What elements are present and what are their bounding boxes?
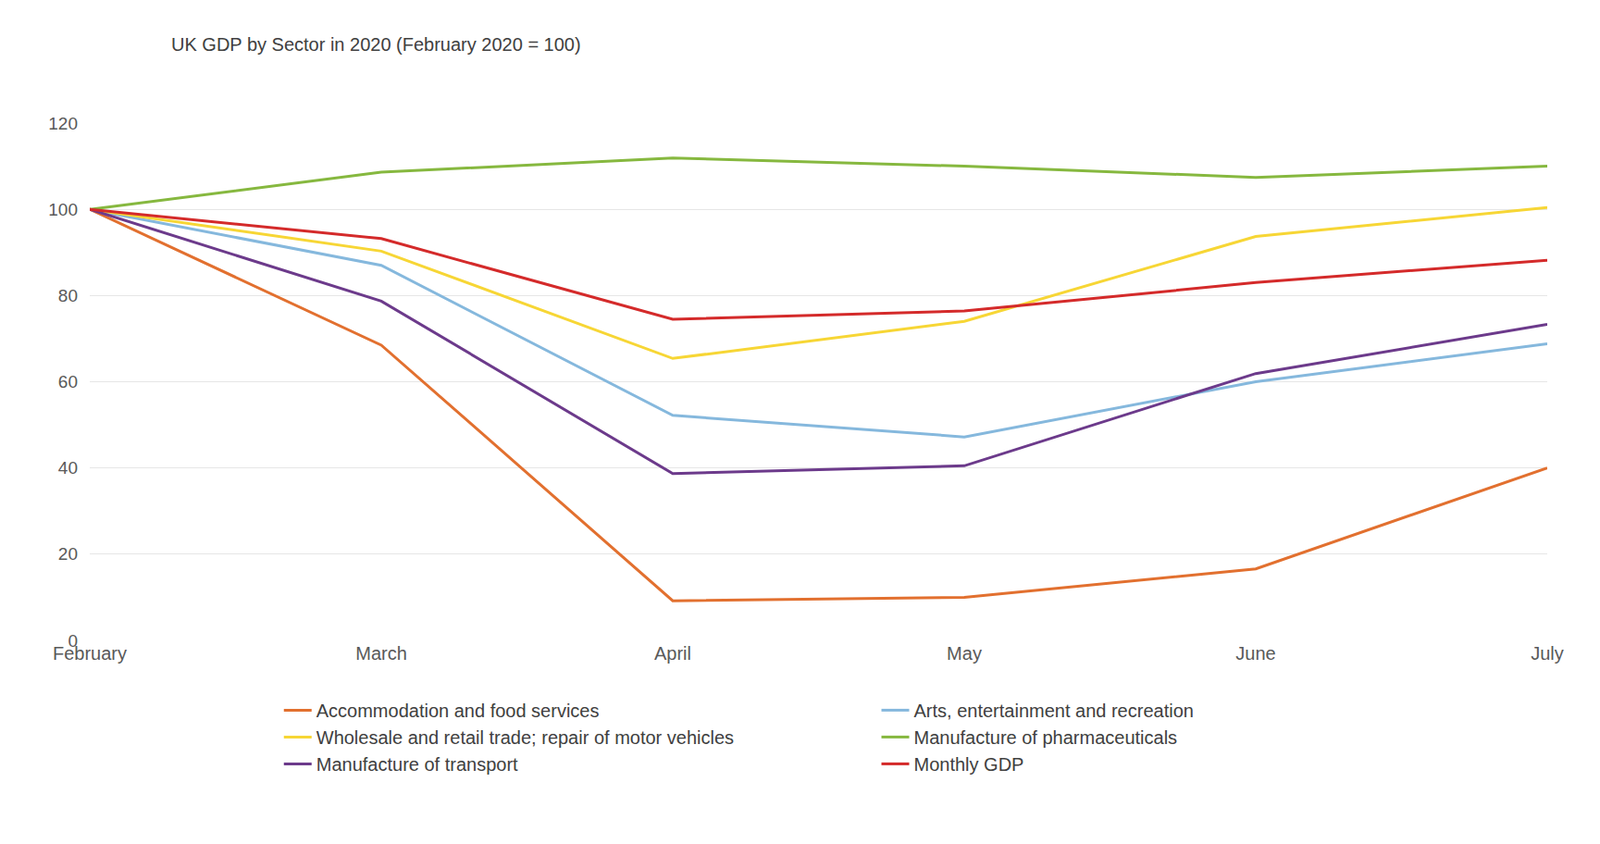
svg-text:March: March [355, 643, 408, 664]
svg-text:May: May [946, 643, 982, 664]
svg-text:Accommodation and food service: Accommodation and food services [316, 700, 600, 721]
svg-text:60: 60 [58, 372, 78, 392]
svg-text:Wholesale and retail trade; re: Wholesale and retail trade; repair of mo… [316, 727, 734, 748]
svg-text:Monthly GDP: Monthly GDP [914, 754, 1025, 775]
svg-text:80: 80 [58, 285, 78, 306]
svg-text:UK GDP by Sector in 2020 (Febr: UK GDP by Sector in 2020 (February 2020 … [171, 34, 582, 55]
svg-text:June: June [1235, 643, 1276, 664]
svg-text:40: 40 [58, 458, 78, 478]
svg-text:Arts, entertainment and recrea: Arts, entertainment and recreation [914, 700, 1194, 721]
svg-text:Manufacture of transport: Manufacture of transport [316, 754, 519, 775]
svg-text:Manufacture of pharmaceuticals: Manufacture of pharmaceuticals [914, 727, 1179, 748]
svg-text:April: April [654, 643, 692, 664]
svg-text:0: 0 [67, 631, 78, 651]
svg-text:February: February [52, 643, 127, 664]
svg-text:20: 20 [58, 544, 78, 564]
svg-text:120: 120 [48, 113, 78, 134]
svg-text:July: July [1530, 643, 1564, 664]
svg-text:100: 100 [48, 199, 78, 220]
